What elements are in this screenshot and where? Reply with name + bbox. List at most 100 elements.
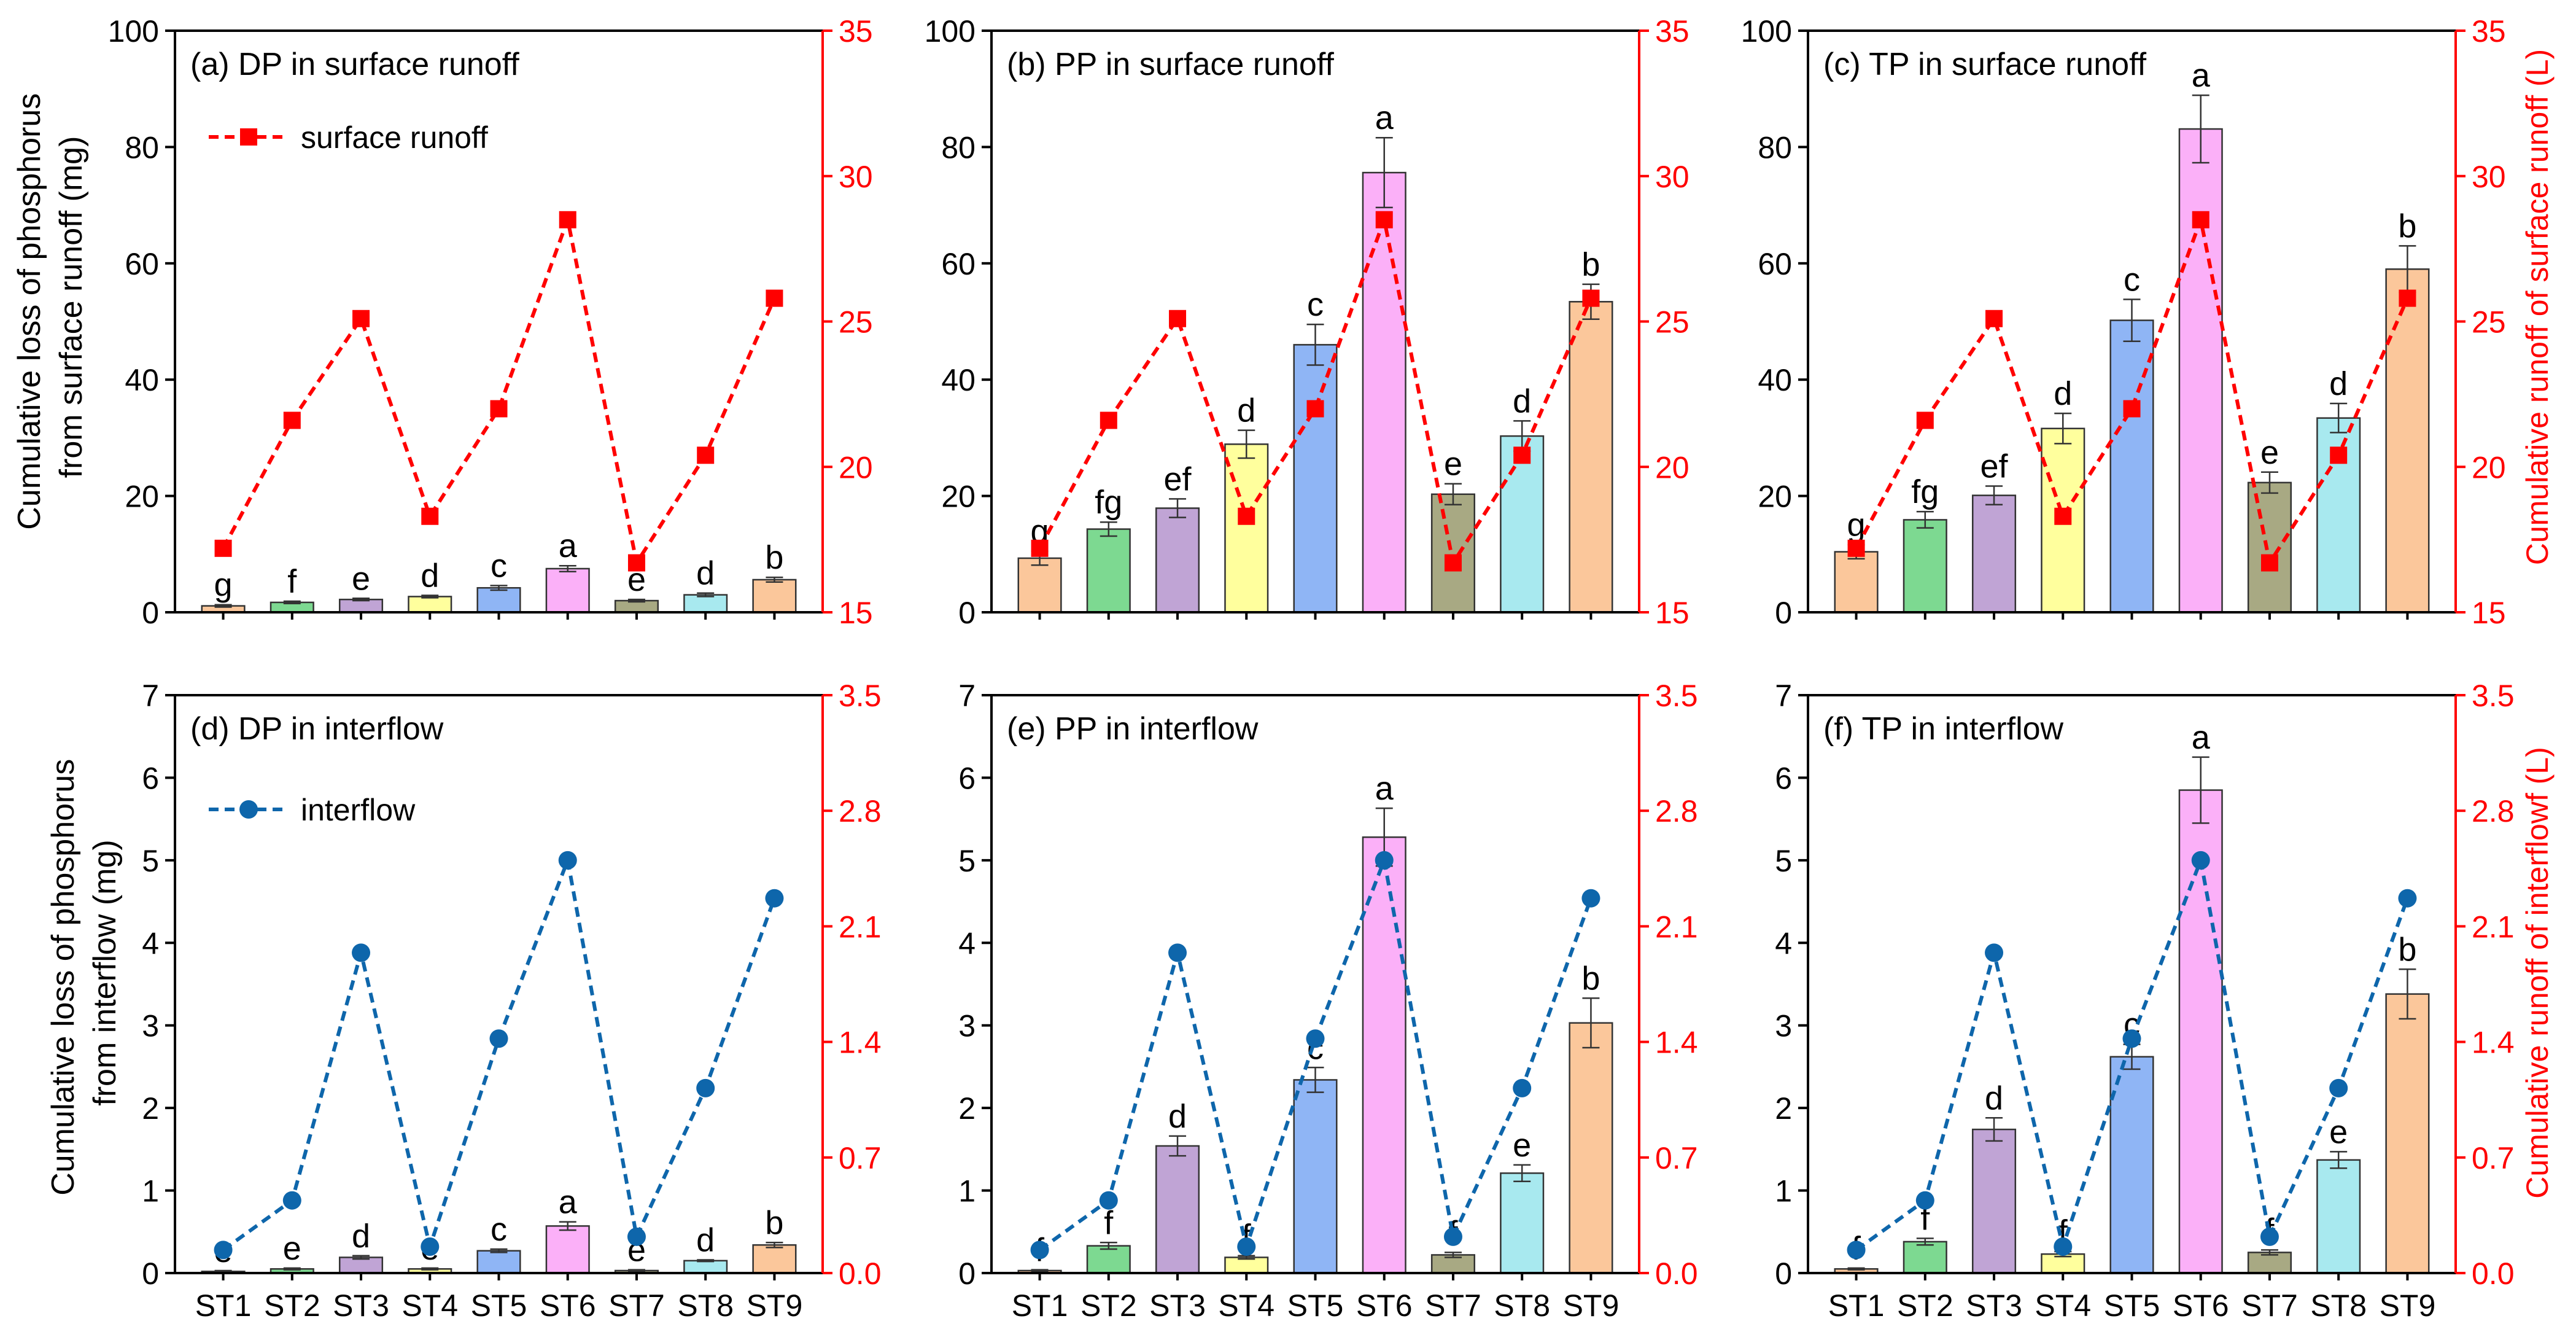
legend-marker — [240, 128, 257, 146]
significance-letter: e — [2329, 1113, 2348, 1150]
bar — [2385, 268, 2430, 614]
runoff-line — [221, 212, 777, 568]
y-tick-label: 4 — [142, 926, 159, 960]
y-tick-label: 100 — [108, 14, 159, 49]
y-tick-label: 3 — [1775, 1009, 1792, 1043]
significance-letter: fg — [1095, 484, 1122, 521]
y-tick-label: 1 — [142, 1174, 159, 1209]
bar — [1500, 435, 1545, 614]
bar — [2316, 1159, 2361, 1274]
panel-title: (e) PP in interflow — [1007, 711, 1259, 747]
y-tick-label: 7 — [1775, 679, 1792, 713]
y2-tick-label: 35 — [2472, 14, 2506, 49]
y2-tick-label: 2.1 — [1655, 910, 1698, 944]
y-tick-label: 60 — [941, 247, 976, 281]
x-tick-label: ST5 — [1287, 1288, 1344, 1323]
bar — [1155, 507, 1200, 614]
x-tick-label: ST5 — [471, 1288, 527, 1323]
panel-title: (f) TP in interflow — [1823, 711, 2064, 747]
y-tick-label: 80 — [1758, 130, 1792, 165]
y2-tick-label: 20 — [2472, 450, 2506, 485]
y-tick-label: 6 — [1775, 761, 1792, 795]
y2-tick-label: 20 — [1655, 450, 1690, 485]
y-tick-label: 6 — [958, 761, 976, 795]
y-tick-label: 20 — [1758, 480, 1792, 514]
runoff-marker — [1443, 1227, 1462, 1246]
y-tick-label: 0 — [1775, 596, 1792, 630]
significance-letter: a — [2192, 719, 2211, 756]
significance-letter: b — [1581, 960, 1600, 997]
runoff-marker — [697, 446, 715, 464]
right-axis-title-top: Cumulative runoff of surface runoff (L) — [2520, 49, 2555, 565]
significance-letter: e — [2260, 434, 2279, 471]
y-tick-label: 20 — [125, 480, 159, 514]
bar — [1017, 557, 1062, 614]
bar — [1293, 1079, 1338, 1274]
y-tick-label: 5 — [142, 844, 159, 878]
significance-letter: f — [287, 563, 297, 600]
bar — [2109, 319, 2154, 614]
y2-tick-label: 30 — [2472, 160, 2506, 194]
runoff-marker — [489, 1029, 508, 1048]
bar — [408, 596, 452, 614]
bar — [683, 594, 728, 614]
runoff-marker — [558, 851, 577, 870]
y-tick-label: 2 — [1775, 1091, 1792, 1126]
bar — [683, 1260, 728, 1274]
runoff-marker — [766, 289, 783, 307]
panel-e: 012345670.00.71.42.12.83.5fST1fST2dST3fS… — [958, 679, 1697, 1323]
y-tick-label: 7 — [958, 679, 976, 713]
y-tick-label: 0 — [142, 596, 159, 630]
runoff-marker — [2054, 1237, 2073, 1256]
runoff-marker — [1375, 851, 1394, 870]
runoff-marker — [1513, 1078, 1532, 1097]
significance-letter: d — [696, 1221, 715, 1258]
bar — [2109, 1056, 2154, 1274]
significance-letter: fg — [1911, 473, 1939, 510]
y-tick-label: 3 — [958, 1009, 976, 1043]
y2-tick-label: 15 — [2472, 596, 2506, 630]
bar — [1569, 301, 1613, 614]
significance-letter: d — [696, 555, 715, 592]
significance-letter: d — [2329, 365, 2348, 402]
x-tick-label: ST2 — [1897, 1288, 1953, 1323]
runoff-marker — [1916, 411, 1934, 429]
significance-letter: ef — [1164, 461, 1192, 497]
x-tick-label: ST1 — [1012, 1288, 1068, 1323]
significance-letter: d — [1168, 1098, 1187, 1135]
runoff-marker — [1099, 1191, 1118, 1210]
y2-tick-label: 1.4 — [1655, 1026, 1698, 1060]
y-tick-label: 100 — [1741, 14, 1792, 49]
legend-marker — [239, 800, 258, 819]
significance-letter: b — [2398, 208, 2416, 244]
significance-letter: a — [2192, 57, 2211, 94]
y2-tick-label: 25 — [1655, 305, 1690, 340]
bar — [1569, 1022, 1613, 1274]
runoff-marker — [1847, 539, 1865, 557]
runoff-marker — [2054, 507, 2072, 525]
significance-letter: b — [1581, 246, 1600, 283]
bar — [2178, 128, 2223, 614]
significance-letter: c — [1307, 286, 1324, 323]
x-tick-label: ST2 — [1080, 1288, 1137, 1323]
runoff-marker — [1306, 1029, 1325, 1048]
y-tick-label: 40 — [1758, 363, 1792, 397]
y-tick-label: 0 — [1775, 1256, 1792, 1291]
y2-tick-label: 30 — [839, 160, 873, 194]
x-tick-label: ST3 — [333, 1288, 389, 1323]
bar — [1086, 528, 1131, 614]
significance-letter: ef — [1980, 448, 2009, 485]
panel-title: (b) PP in surface runoff — [1007, 47, 1334, 82]
runoff-marker — [765, 889, 784, 908]
bar — [1903, 1241, 1947, 1274]
runoff-marker — [2122, 1029, 2141, 1048]
y-tick-label: 0 — [958, 596, 976, 630]
runoff-marker — [627, 1227, 646, 1246]
runoff-marker — [283, 411, 301, 429]
runoff-marker — [2399, 289, 2416, 307]
runoff-marker — [352, 943, 371, 962]
x-tick-label: ST1 — [1828, 1288, 1885, 1323]
